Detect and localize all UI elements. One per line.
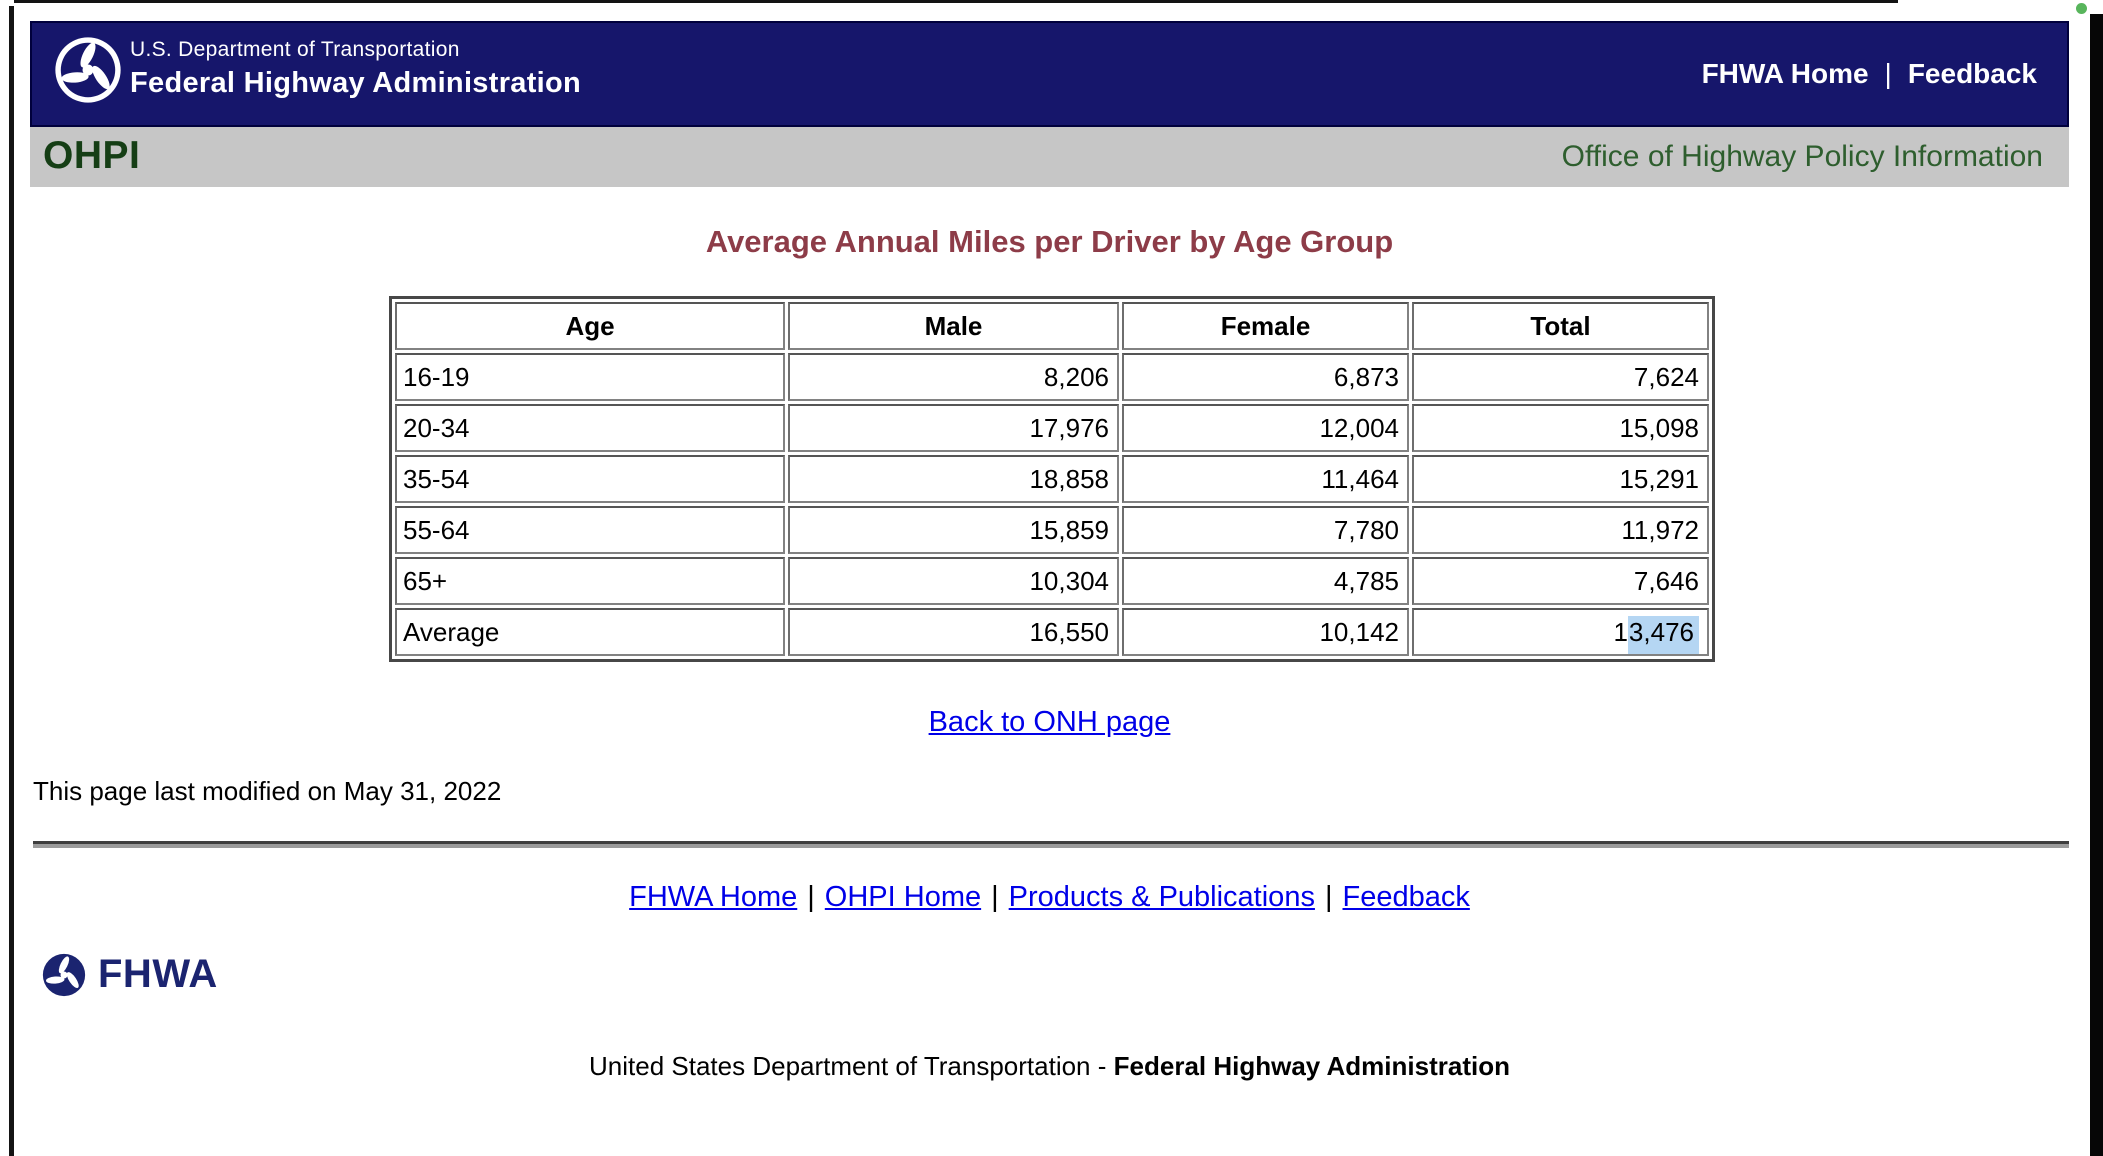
value-cell: 17,976 xyxy=(788,404,1119,452)
footer-link-products-publications[interactable]: Products & Publications xyxy=(1008,881,1315,913)
value-cell: 12,004 xyxy=(1122,404,1409,452)
age-cell: 16-19 xyxy=(395,353,785,401)
age-cell: Average xyxy=(395,608,785,656)
footer-nav: FHWA Home | OHPI Home | Products & Publicati… xyxy=(30,881,2069,914)
age-cell: 55-64 xyxy=(395,506,785,554)
agency-identity: U.S. Department of Transportation Federa… xyxy=(130,38,581,100)
footer-tagline: United States Department of Transportati… xyxy=(30,1051,2069,1082)
value-cell: 10,142 xyxy=(1122,608,1409,656)
table-row: 65+ 10,304 4,785 7,646 xyxy=(395,557,1709,605)
value-cell: 10,304 xyxy=(788,557,1119,605)
value-cell: 15,098 xyxy=(1412,404,1709,452)
value-cell: 8,206 xyxy=(788,353,1119,401)
masthead-link-fhwa-home[interactable]: FHWA Home xyxy=(1701,58,1869,89)
back-link-row: Back to ONH page xyxy=(30,706,2069,739)
nav-separator: | xyxy=(807,881,815,913)
masthead-link-feedback[interactable]: Feedback xyxy=(1907,58,2037,89)
footer-link-ohpi-home[interactable]: OHPI Home xyxy=(824,881,982,913)
agency-name-large: Federal Highway Administration xyxy=(130,67,582,99)
value-cell: 6,873 xyxy=(1122,353,1409,401)
header-total: Total xyxy=(1412,302,1709,350)
green-dot-indicator-icon xyxy=(2076,3,2087,14)
footer-link-feedback[interactable]: Feedback xyxy=(1342,881,1470,913)
horizontal-divider xyxy=(33,841,2069,848)
value-cell: 18,858 xyxy=(788,455,1119,503)
value-cell: 7,646 xyxy=(1412,557,1709,605)
mileage-table-body: 16-19 8,206 6,873 7,624 20-34 17,976 12,004 15,… xyxy=(395,353,1709,656)
screen-edge-left-strip xyxy=(9,6,14,1156)
value-cell: 11,972 xyxy=(1412,506,1709,554)
office-banner: OHPI Office of Highway Policy Informatio… xyxy=(30,127,2069,187)
value-cell: 13,476 xyxy=(1412,608,1709,656)
agency-name-small: U.S. Department of Transportation xyxy=(130,38,460,61)
table-row: 55-64 15,859 7,780 11,972 xyxy=(395,506,1709,554)
selected-text: 3,476 xyxy=(1627,615,1699,654)
screen-edge-top-line xyxy=(14,0,1898,3)
nav-separator: | xyxy=(1884,58,1892,89)
value-cell: 4,785 xyxy=(1122,557,1409,605)
table-row: 16-19 8,206 6,873 7,624 xyxy=(395,353,1709,401)
table-row: 20-34 17,976 12,004 15,098 xyxy=(395,404,1709,452)
office-name: Office of Highway Policy Information xyxy=(1561,140,2043,173)
nav-separator: | xyxy=(1324,881,1333,913)
fhwa-triskelion-logo-icon xyxy=(42,953,86,996)
tagline-bold: Federal Highway Administration xyxy=(1113,1051,1510,1081)
header-age: Age xyxy=(395,302,785,350)
table-header-row: Age Male Female Total xyxy=(395,302,1709,350)
value-cell: 15,291 xyxy=(1412,455,1709,503)
back-to-onh-link[interactable]: Back to ONH page xyxy=(928,706,1171,738)
page-title: Average Annual Miles per Driver by Age G… xyxy=(705,224,1394,259)
table-row: Average 16,550 10,142 13,476 xyxy=(395,608,1709,656)
last-modified-text: This page last modified on May 31, 2022 xyxy=(33,776,502,806)
age-cell: 20-34 xyxy=(395,404,785,452)
value-cell: 7,624 xyxy=(1412,353,1709,401)
usdot-triskelion-logo-icon xyxy=(55,37,121,103)
nav-separator: | xyxy=(991,881,999,913)
tagline-plain: United States Department of Transportati… xyxy=(589,1051,1114,1081)
age-cell: 35-54 xyxy=(395,455,785,503)
footer-link-fhwa-home[interactable]: FHWA Home xyxy=(629,881,798,913)
mileage-table: Age Male Female Total 16-19 8,206 6,873 7,6… xyxy=(389,296,1715,662)
age-cell: 65+ xyxy=(395,557,785,605)
fhwa-logo-text: FHWA xyxy=(98,952,218,996)
masthead-nav: FHWA Home | Feedback xyxy=(1702,58,2037,90)
ohpi-acronym: OHPI xyxy=(43,134,141,178)
value-cell: 7,780 xyxy=(1122,506,1409,554)
footer-logo: FHWA xyxy=(42,952,218,997)
value-cell: 16,550 xyxy=(788,608,1119,656)
table-row: 35-54 18,858 11,464 15,291 xyxy=(395,455,1709,503)
value-cell: 15,859 xyxy=(788,506,1119,554)
screen-edge-right-strip xyxy=(2090,14,2103,1156)
header-male: Male xyxy=(788,302,1119,350)
value-cell: 11,464 xyxy=(1122,455,1409,503)
masthead: U.S. Department of Transportation Federa… xyxy=(30,21,2069,127)
header-female: Female xyxy=(1122,302,1409,350)
